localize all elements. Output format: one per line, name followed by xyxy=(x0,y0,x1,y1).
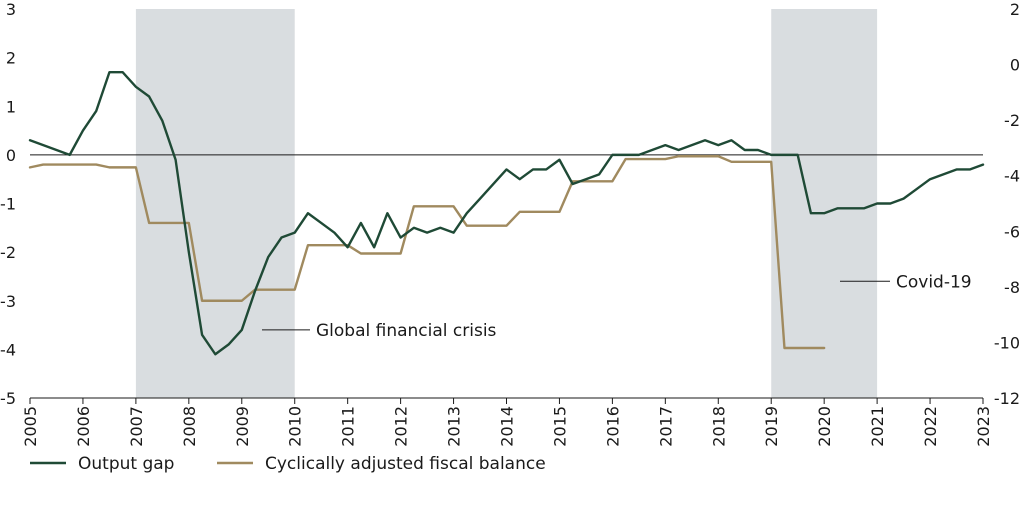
left-y-tick-label: -3 xyxy=(0,292,16,311)
x-tick-label: 2008 xyxy=(180,406,199,447)
axes: 3 2 1 0 -1 -2 -3 -4 -5 2 0 -2 -4 -6 -8 -10 -12 2005 2006 20… xyxy=(0,0,1020,447)
left-y-tick-label: -4 xyxy=(0,340,16,359)
left-y-tick-label: 3 xyxy=(6,0,16,19)
legend-label-output-gap: Output gap xyxy=(78,454,174,474)
series-lines xyxy=(28,71,985,356)
x-tick-label: 2016 xyxy=(603,406,622,447)
x-tick-label: 2010 xyxy=(286,406,305,447)
x-tick-label: 2012 xyxy=(392,406,411,447)
left-y-tick-label: -2 xyxy=(0,243,16,262)
x-tick-label: 2006 xyxy=(74,406,93,447)
x-tick-label: 2018 xyxy=(709,406,728,447)
x-tick-label: 2014 xyxy=(498,406,517,447)
right-y-tick-label: -8 xyxy=(1004,278,1020,297)
series-line-output-gap xyxy=(28,71,985,356)
legend: Output gap Cyclically adjusted fiscal bal… xyxy=(30,454,546,474)
annotation-covid-label: Covid-19 xyxy=(896,272,972,292)
x-tick-label: 2007 xyxy=(127,406,146,447)
x-tick-label: 2013 xyxy=(445,406,464,447)
right-y-tick-label: -12 xyxy=(994,389,1020,408)
shaded-periods xyxy=(135,9,878,398)
x-tick-label: 2022 xyxy=(921,406,940,447)
right-y-tick-label: -6 xyxy=(1004,222,1020,241)
left-y-tick-label: 1 xyxy=(6,97,16,116)
right-y-tick-label: -2 xyxy=(1004,111,1020,130)
shaded-period-2 xyxy=(771,9,878,398)
left-y-tick-label: -5 xyxy=(0,389,16,408)
right-y-tick-label: 2 xyxy=(1010,0,1020,19)
x-tick-label: 2005 xyxy=(21,406,40,447)
x-tick-label: 2020 xyxy=(815,406,834,447)
x-tick-label: 2021 xyxy=(868,406,887,447)
left-y-tick-label: -1 xyxy=(0,195,16,214)
annotation-gfc-label: Global financial crisis xyxy=(316,321,497,341)
x-tick-label: 2019 xyxy=(762,406,781,447)
left-y-tick-label: 2 xyxy=(6,49,16,68)
left-y-tick-label: 0 xyxy=(6,146,16,165)
x-tick-label: 2011 xyxy=(339,406,358,447)
x-tick-label: 2023 xyxy=(974,406,993,447)
right-y-tick-label: 0 xyxy=(1010,56,1020,75)
right-y-tick-label: -10 xyxy=(994,333,1020,352)
x-tick-label: 2017 xyxy=(656,406,675,447)
right-y-tick-label: -4 xyxy=(1004,167,1020,186)
legend-label-fiscal-balance: Cyclically adjusted fiscal balance xyxy=(265,454,546,474)
x-tick-label: 2015 xyxy=(550,406,569,447)
x-tick-label: 2009 xyxy=(233,406,252,447)
annotations: Global financial crisis Covid-19 xyxy=(262,272,972,341)
shaded-period-1 xyxy=(135,9,295,398)
series-line-fiscal-balance xyxy=(28,155,826,350)
